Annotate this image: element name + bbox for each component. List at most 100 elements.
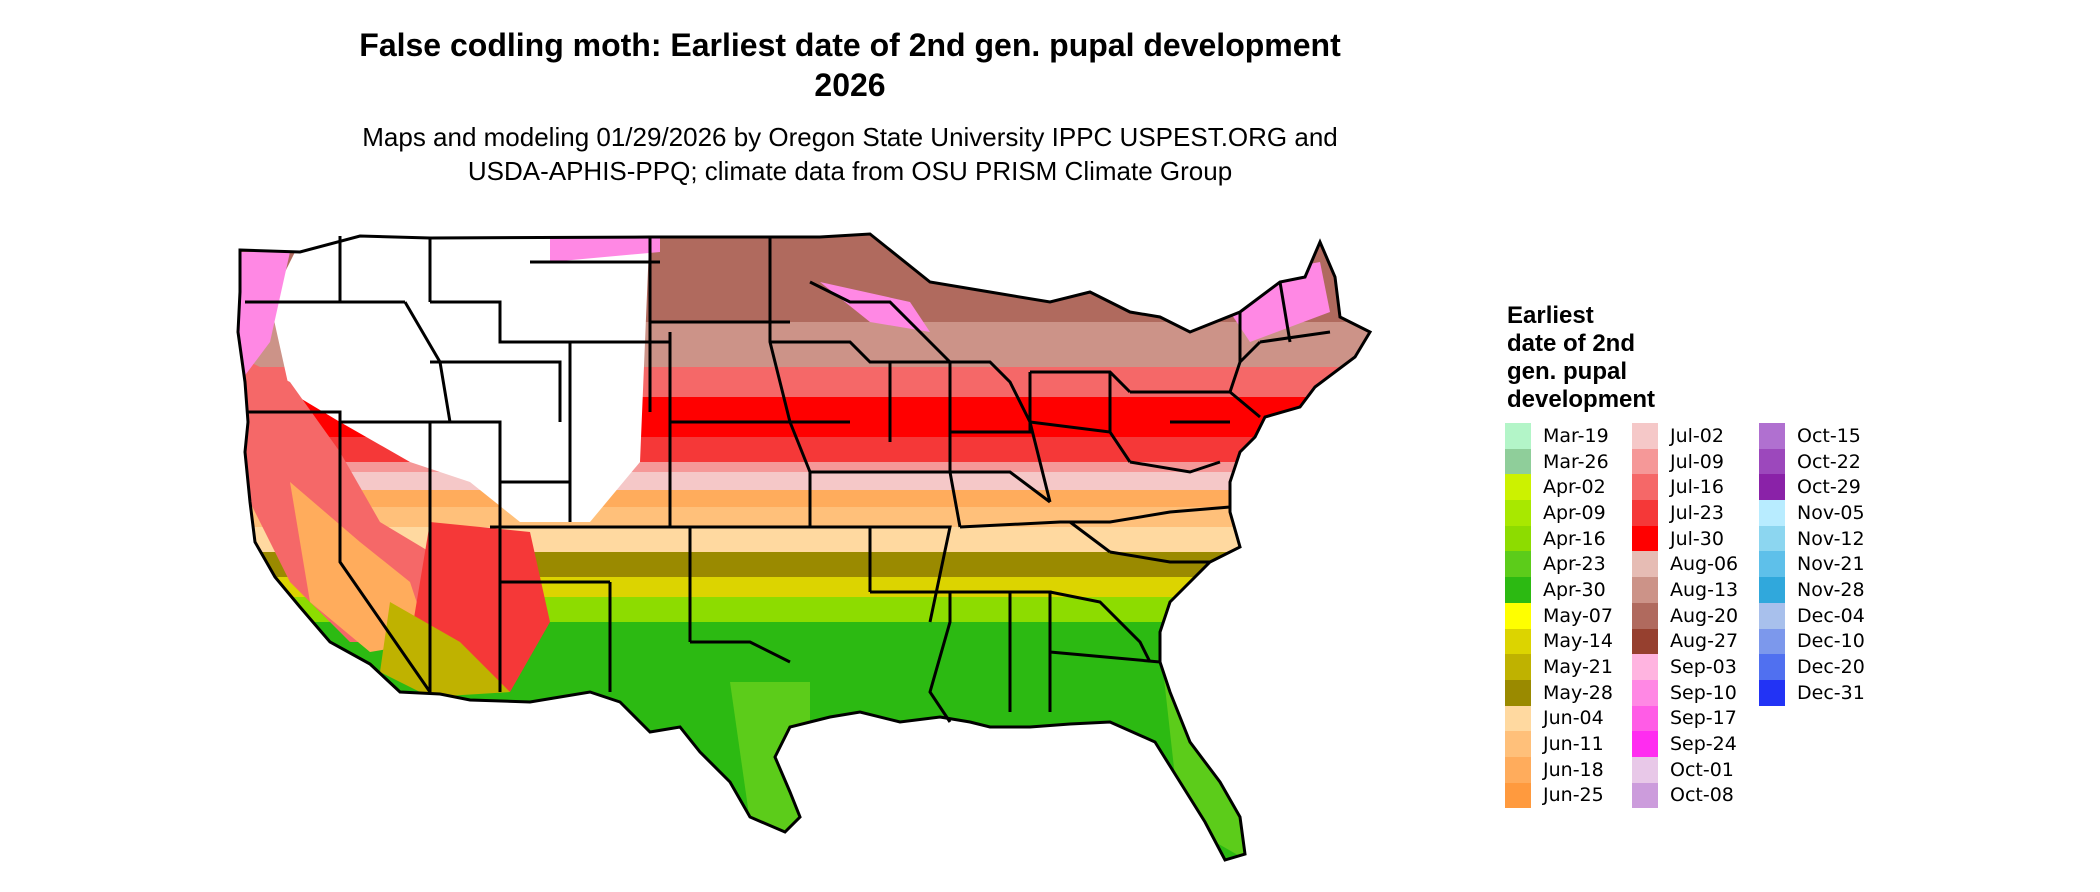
- legend-label: Dec-31: [1797, 681, 1865, 704]
- legend-label: Nov-05: [1797, 501, 1865, 524]
- legend-label: Aug-13: [1670, 578, 1739, 601]
- legend-item: Mar-19: [1505, 423, 1613, 449]
- legend-item: Dec-20: [1759, 654, 1865, 680]
- legend-title-line: gen. pupal: [1507, 358, 1627, 385]
- legend-label: Oct-29: [1797, 476, 1861, 499]
- legend-label: Aug-06: [1670, 553, 1739, 576]
- legend-swatch: [1632, 705, 1658, 732]
- legend-swatch: [1505, 602, 1531, 629]
- legend-swatch: [1759, 448, 1785, 475]
- legend-item: Jul-23: [1632, 500, 1738, 526]
- legend-swatch: [1632, 448, 1658, 475]
- legend-label: Jun-04: [1543, 707, 1604, 730]
- legend-item: Aug-20: [1632, 602, 1738, 629]
- legend-swatch: [1505, 551, 1531, 578]
- legend-title: Earliest date of 2nd gen. pupal developm…: [1507, 302, 1707, 414]
- map-subtitle: Maps and modeling 01/29/2026 by Oregon S…: [180, 120, 1520, 188]
- legend-swatch: [1759, 525, 1785, 552]
- legend-item: Sep-03: [1632, 654, 1738, 680]
- legend-item: Apr-02: [1505, 474, 1613, 501]
- legend-swatch: [1759, 628, 1785, 655]
- legend-swatch: [1505, 525, 1531, 552]
- legend-item: Oct-15: [1759, 423, 1865, 449]
- legend-swatch: [1632, 577, 1658, 603]
- legend-item: Mar-26: [1505, 448, 1613, 475]
- legend-swatch: [1632, 731, 1658, 757]
- legend-label: Jul-09: [1670, 450, 1724, 473]
- legend-swatch: [1759, 577, 1785, 603]
- legend-swatch: [1632, 474, 1658, 501]
- legend-swatch: [1505, 448, 1531, 475]
- legend-label: Oct-15: [1797, 424, 1861, 447]
- map-title-line-2: 2026: [814, 67, 886, 103]
- legend-swatch: [1632, 423, 1658, 449]
- legend-swatch: [1505, 705, 1531, 732]
- legend-label: Sep-03: [1670, 656, 1737, 679]
- legend-item: Aug-13: [1632, 577, 1738, 603]
- legend-label: Sep-10: [1670, 681, 1737, 704]
- legend-item: Oct-22: [1759, 448, 1865, 475]
- legend-swatch: [1632, 551, 1658, 578]
- legend-swatch: [1632, 756, 1658, 783]
- legend-swatch: [1505, 577, 1531, 603]
- legend-item: Oct-01: [1632, 756, 1738, 783]
- legend-item: Jun-04: [1505, 705, 1613, 732]
- legend-item: Apr-23: [1505, 551, 1613, 578]
- legend-item: Dec-31: [1759, 679, 1865, 706]
- legend-column-2: Jul-02 Jul-09 Jul-16 Jul-23 Jul-30 Aug-06 Aug-…: [1632, 423, 1739, 809]
- legend-swatch: [1505, 756, 1531, 783]
- legend-item: May-07: [1505, 602, 1613, 629]
- legend-label: Oct-01: [1670, 758, 1734, 781]
- legend-label: Apr-23: [1543, 553, 1606, 576]
- legend-item: Nov-28: [1759, 577, 1865, 603]
- legend-swatch: [1632, 500, 1658, 526]
- map-subtitle-line-1: Maps and modeling 01/29/2026 by Oregon S…: [362, 122, 1338, 152]
- legend-label: Nov-12: [1797, 527, 1865, 550]
- legend-item: Apr-16: [1505, 525, 1613, 552]
- legend-label: Sep-17: [1670, 707, 1737, 730]
- legend-swatch: [1505, 679, 1531, 706]
- legend-title-line: Earliest: [1507, 302, 1594, 329]
- state-borders: [236, 232, 1373, 862]
- legend-item: Nov-12: [1759, 525, 1865, 552]
- legend-item: Aug-06: [1632, 551, 1739, 578]
- legend-label: May-28: [1543, 681, 1613, 704]
- legend-item: Nov-05: [1759, 500, 1865, 526]
- legend-label: Apr-09: [1543, 501, 1606, 524]
- legend-swatch: [1505, 474, 1531, 501]
- us-map: [236, 232, 1373, 862]
- legend-item: Dec-04: [1759, 602, 1865, 629]
- legend-swatch: [1759, 602, 1785, 629]
- legend-label: Jul-16: [1670, 476, 1724, 499]
- legend-label: Dec-10: [1797, 630, 1865, 653]
- legend-swatch: [1759, 423, 1785, 449]
- legend-label: Dec-04: [1797, 604, 1865, 627]
- legend-label: Jul-23: [1670, 501, 1724, 524]
- legend-swatch: [1505, 654, 1531, 680]
- legend-swatch: [1632, 602, 1658, 629]
- legend-label: Jul-30: [1670, 527, 1724, 550]
- legend-label: Jun-25: [1543, 784, 1604, 807]
- legend-swatch: [1632, 679, 1658, 706]
- legend-item: Jul-16: [1632, 474, 1738, 501]
- legend-label: Mar-19: [1543, 424, 1609, 447]
- legend-label: Mar-26: [1543, 450, 1609, 473]
- legend-item: May-28: [1505, 679, 1613, 706]
- legend-swatch: [1759, 474, 1785, 501]
- map-title: False codling moth: Earliest date of 2nd…: [180, 25, 1520, 105]
- legend-item: Oct-08: [1632, 782, 1738, 809]
- legend-label: Aug-27: [1670, 630, 1739, 653]
- map-subtitle-line-2: USDA-APHIS-PPQ; climate data from OSU PR…: [467, 156, 1233, 186]
- legend-item: Jun-25: [1505, 782, 1613, 809]
- legend-item: May-21: [1505, 654, 1613, 680]
- legend-label: Nov-21: [1797, 553, 1865, 576]
- legend-label: Apr-30: [1543, 578, 1606, 601]
- legend-label: May-14: [1543, 630, 1613, 653]
- legend-item: Apr-09: [1505, 500, 1613, 526]
- legend-item: Jul-02: [1632, 423, 1738, 449]
- legend-item: Jul-30: [1632, 525, 1738, 552]
- legend-item: Aug-27: [1632, 628, 1739, 655]
- legend-item: Jun-11: [1505, 731, 1613, 757]
- legend-swatch: [1759, 551, 1785, 578]
- legend-swatch: [1505, 628, 1531, 655]
